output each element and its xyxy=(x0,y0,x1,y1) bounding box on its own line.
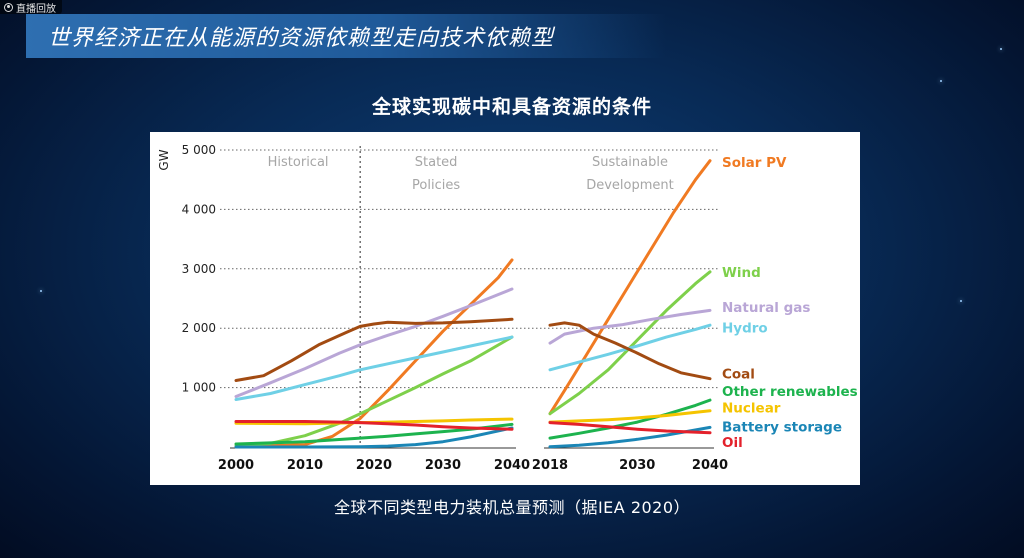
legend-label-hydro: Hydro xyxy=(722,321,768,337)
series-line-natural-gas xyxy=(548,308,712,345)
decorative-sparkle xyxy=(960,300,962,302)
x-tick-label: 2010 xyxy=(287,458,323,473)
y-tick-label: 2 000 xyxy=(182,321,216,335)
chart-caption: 全球不同类型电力装机总量预测（据IEA 2020） xyxy=(333,498,691,517)
series-line-coal xyxy=(548,321,712,381)
series-line-hydro xyxy=(548,323,712,372)
series-line-wind xyxy=(234,335,514,448)
y-tick-label: 4 000 xyxy=(182,202,216,216)
capacity-chart: GW 1 000 2 000 3 000 4 000 5 000 2000 2010 2020 2… xyxy=(157,143,858,473)
region-label: Policies xyxy=(412,178,460,193)
series-line-oil xyxy=(548,421,712,435)
y-tick-label: 1 000 xyxy=(182,381,216,395)
series-line-solar-pv xyxy=(548,159,712,416)
x-tick-label: 2020 xyxy=(356,458,392,473)
legend-label-oil: Oil xyxy=(722,435,743,451)
y-axis-label: GW xyxy=(157,149,171,170)
series-line-wind xyxy=(548,270,712,416)
series-line-other-renewables xyxy=(234,422,514,446)
series-line-nuclear xyxy=(234,417,514,426)
series-line-hydro xyxy=(234,335,514,401)
legend-label-natural-gas: Natural gas xyxy=(722,300,810,316)
legend-label-battery-storage: Battery storage xyxy=(722,420,842,436)
decorative-sparkle xyxy=(40,290,42,292)
legend-label-solar-pv: Solar PV xyxy=(722,155,787,171)
region-label: Historical xyxy=(268,155,329,170)
legend-label-nuclear: Nuclear xyxy=(722,400,781,416)
series-line-coal xyxy=(234,317,514,382)
series-line-oil xyxy=(234,420,514,431)
legend-label-wind: Wind xyxy=(722,265,761,281)
y-tick-label: 5 000 xyxy=(182,143,216,157)
x-tick-label: 2030 xyxy=(425,458,461,473)
decorative-sparkle xyxy=(1000,48,1002,50)
chart-panel: GW 1 000 2 000 3 000 4 000 5 000 2000 2010 2020 2… xyxy=(150,132,860,485)
x-tick-label: 2030 xyxy=(619,458,655,473)
series-line-natural-gas xyxy=(234,287,514,398)
replay-badge-label: 直播回放 xyxy=(16,3,56,15)
slide-title-banner: 世界经济正在从能源的资源依赖型走向技术依赖型 xyxy=(26,14,666,58)
decorative-sparkle xyxy=(940,80,942,82)
replay-badge: 直播回放 xyxy=(0,0,62,15)
region-label: Development xyxy=(586,178,674,193)
chart-title: 全球实现碳中和具备资源的条件 xyxy=(371,96,652,118)
record-icon xyxy=(4,2,13,12)
region-label: Sustainable xyxy=(592,155,668,170)
x-tick-label: 2040 xyxy=(494,458,530,473)
series-line-battery-storage xyxy=(234,426,514,449)
x-tick-label: 2018 xyxy=(532,458,568,473)
region-label: Stated xyxy=(415,155,458,170)
legend-label-coal: Coal xyxy=(722,366,755,382)
x-tick-label: 2040 xyxy=(692,458,728,473)
series-line-other-renewables xyxy=(548,398,712,440)
legend-label-other-renewables: Other renewables xyxy=(722,384,858,400)
series-line-battery-storage xyxy=(548,425,712,449)
series-line-nuclear xyxy=(548,409,712,424)
y-tick-label: 3 000 xyxy=(182,262,216,276)
slide-title: 世界经济正在从能源的资源依赖型走向技术依赖型 xyxy=(48,26,555,51)
x-tick-label: 2000 xyxy=(218,458,254,473)
